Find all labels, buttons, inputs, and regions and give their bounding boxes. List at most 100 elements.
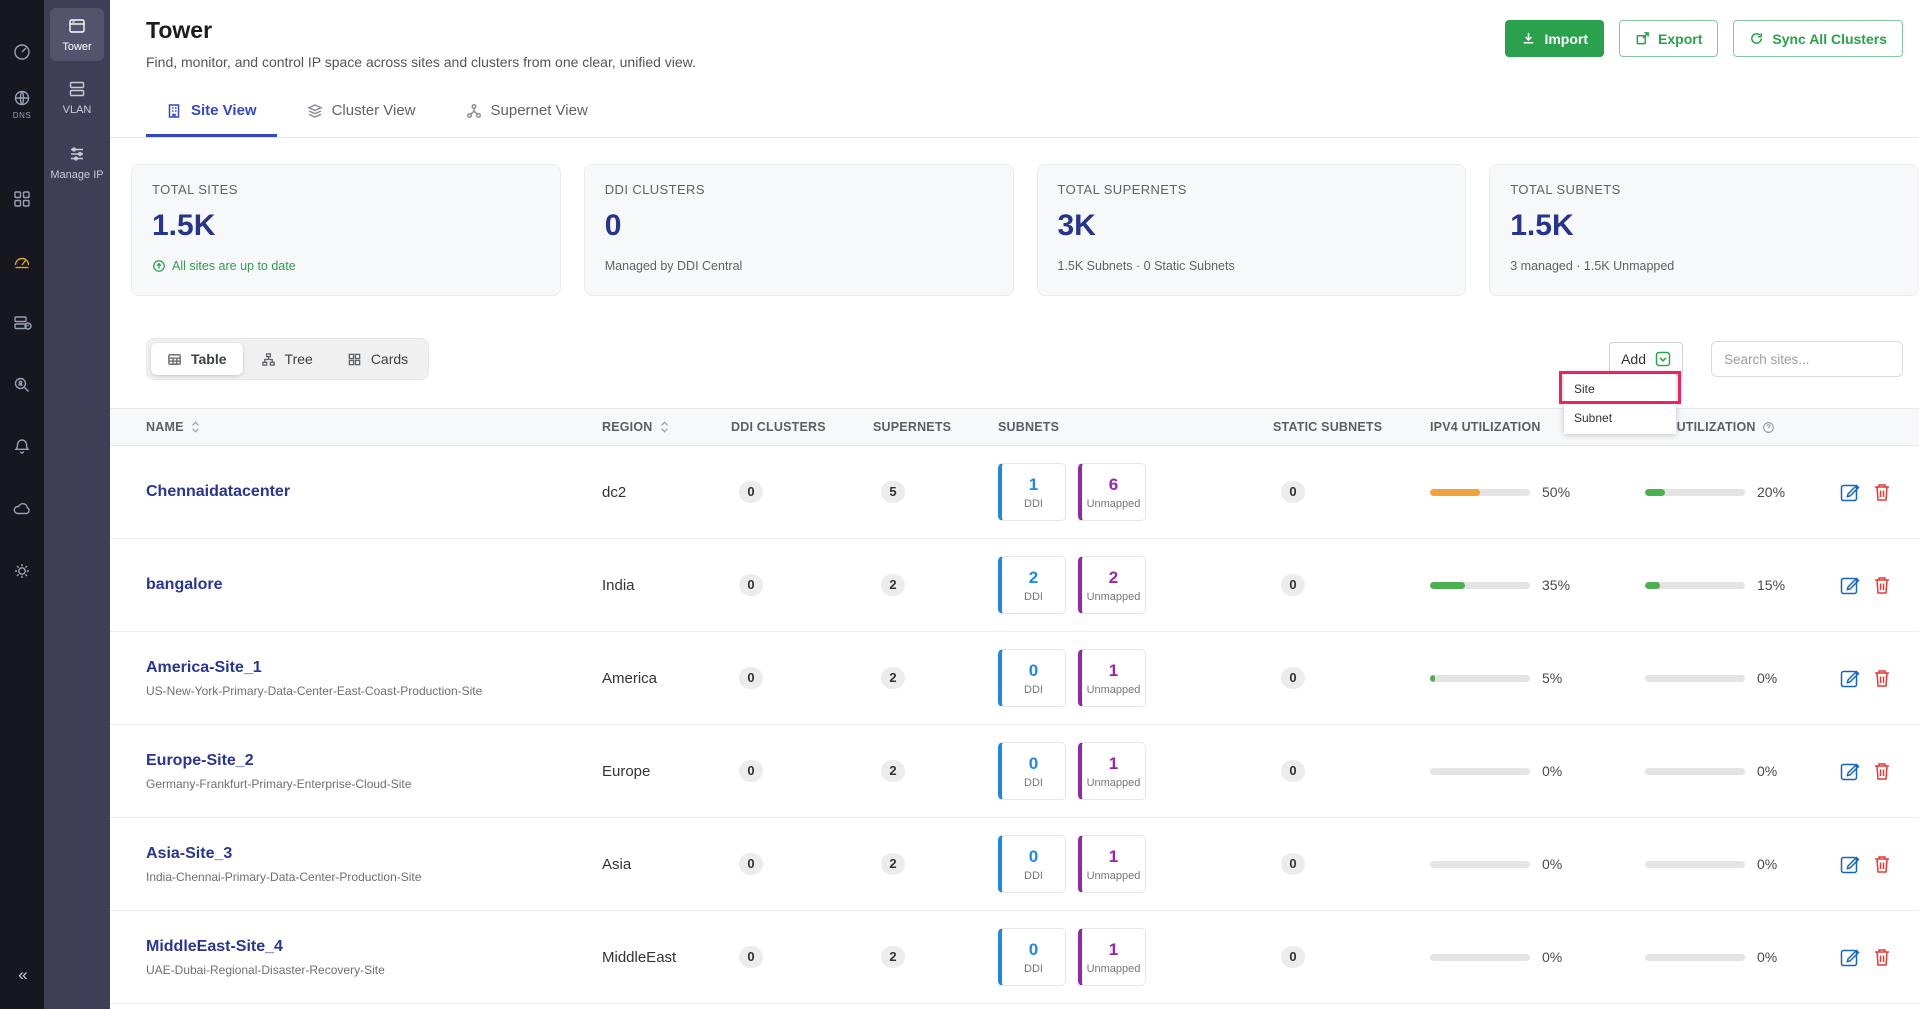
view-cards-button[interactable]: Cards bbox=[331, 343, 424, 375]
edit-button[interactable] bbox=[1839, 946, 1861, 968]
region-cell: Europe bbox=[602, 762, 651, 780]
add-menu-item-subnet[interactable]: Subnet bbox=[1574, 410, 1613, 425]
delete-button[interactable] bbox=[1871, 946, 1893, 968]
icon-rail: DNS « bbox=[0, 0, 44, 1009]
region-cell: MiddleEast bbox=[602, 948, 677, 966]
modules-grid-icon[interactable] bbox=[0, 168, 44, 230]
table-body: Chennaidatacenter dc2 0 5 1 DDI 6 Unmapp… bbox=[110, 446, 1919, 1004]
add-menu-item-site[interactable]: Site bbox=[1574, 381, 1595, 396]
sidebar-item-vlan[interactable]: VLAN bbox=[44, 69, 110, 126]
page-title: Tower bbox=[146, 17, 213, 43]
audit-search-icon[interactable] bbox=[0, 354, 44, 416]
collapse-sidebar-chevrons[interactable]: « bbox=[18, 965, 27, 984]
tab-cluster-view[interactable]: Cluster View bbox=[287, 89, 436, 137]
edit-button[interactable] bbox=[1839, 481, 1861, 503]
view-label: Tree bbox=[284, 351, 313, 367]
subnets-cell: 1 DDI 6 Unmapped bbox=[998, 463, 1273, 521]
add-dropdown-menu: Site Subnet bbox=[1564, 372, 1676, 434]
name-cell: Chennaidatacenter bbox=[146, 483, 602, 501]
tab-supernet-view[interactable]: Supernet View bbox=[446, 89, 608, 137]
export-button[interactable]: Export bbox=[1619, 20, 1719, 57]
ddi-clusters-badge: 0 bbox=[739, 667, 763, 689]
ipv6-progress-bar bbox=[1645, 488, 1745, 496]
add-button[interactable]: Add bbox=[1609, 342, 1683, 376]
table-toolbar: Table Tree Cards Add bbox=[146, 336, 1903, 382]
supernet-view-icon bbox=[466, 103, 481, 118]
tower-window-icon bbox=[69, 19, 85, 33]
site-description: India-Chennai-Primary-Data-Center-Produc… bbox=[146, 869, 422, 884]
ipv6-percent: 0% bbox=[1757, 670, 1778, 686]
server-alert-icon[interactable] bbox=[0, 292, 44, 354]
dashboard-icon[interactable] bbox=[0, 26, 44, 78]
dns-icon[interactable]: DNS bbox=[0, 78, 44, 130]
subnet-unmapped-label: Unmapped bbox=[1086, 869, 1141, 882]
row-actions bbox=[1835, 853, 1903, 875]
ipv4-progress-bar bbox=[1430, 953, 1530, 961]
edit-button[interactable] bbox=[1839, 574, 1861, 596]
subnet-unmapped-box: 1 Unmapped bbox=[1078, 928, 1146, 986]
sidebar-item-label: Manage IP bbox=[50, 169, 104, 181]
site-name-link[interactable]: America-Site_1 bbox=[146, 658, 262, 676]
alerts-bell-icon[interactable] bbox=[0, 416, 44, 478]
site-name-link[interactable]: Europe-Site_2 bbox=[146, 751, 254, 769]
search-input[interactable] bbox=[1711, 341, 1903, 377]
delete-button[interactable] bbox=[1871, 667, 1893, 689]
site-name-link[interactable]: Asia-Site_3 bbox=[146, 844, 233, 862]
admin-gear-icon[interactable] bbox=[0, 540, 44, 602]
subnet-unmapped-box: 1 Unmapped bbox=[1078, 742, 1146, 800]
row-actions bbox=[1835, 574, 1903, 596]
region-cell: India bbox=[602, 576, 635, 594]
subnet-ddi-box: 0 DDI bbox=[998, 928, 1066, 986]
tab-site-view[interactable]: Site View bbox=[146, 89, 277, 137]
import-button[interactable]: Import bbox=[1505, 20, 1605, 57]
subnet-unmapped-count: 6 bbox=[1108, 474, 1119, 494]
site-name-link[interactable]: bangalore bbox=[146, 576, 223, 593]
static-subnets-badge: 0 bbox=[1281, 760, 1305, 782]
sidebar-item-manage-ip[interactable]: Manage IP bbox=[44, 134, 110, 191]
ddi-clusters-badge: 0 bbox=[739, 946, 763, 968]
ipv6-percent: 15% bbox=[1757, 577, 1786, 593]
delete-button[interactable] bbox=[1871, 574, 1893, 596]
subnet-unmapped-count: 2 bbox=[1108, 567, 1119, 587]
row-actions bbox=[1835, 667, 1903, 689]
name-cell: Asia-Site_3 India-Chennai-Primary-Data-C… bbox=[146, 845, 602, 884]
subnet-ddi-label: DDI bbox=[1024, 776, 1043, 789]
subnet-ddi-count: 2 bbox=[1028, 567, 1039, 587]
supernets-badge: 2 bbox=[881, 853, 905, 875]
header-name[interactable]: NAME bbox=[146, 420, 602, 434]
header-region[interactable]: REGION bbox=[602, 420, 731, 434]
region-cell: America bbox=[602, 669, 658, 687]
subnets-cell: 0 DDI 1 Unmapped bbox=[998, 835, 1273, 893]
table-row: Asia-Site_3 India-Chennai-Primary-Data-C… bbox=[110, 818, 1919, 911]
table-row: Europe-Site_2 Germany-Frankfurt-Primary-… bbox=[110, 725, 1919, 818]
reports-cloud-icon[interactable] bbox=[0, 478, 44, 540]
view-tree-button[interactable]: Tree bbox=[245, 343, 329, 375]
info-icon[interactable] bbox=[1762, 421, 1775, 434]
delete-button[interactable] bbox=[1871, 481, 1893, 503]
sidebar-item-tower[interactable]: Tower bbox=[50, 8, 104, 61]
module-sidebar: Tower VLAN Manage IP bbox=[44, 0, 110, 1009]
sync-all-clusters-button[interactable]: Sync All Clusters bbox=[1733, 20, 1903, 57]
stat-card-total-subnets: TOTAL SUBNETS 1.5K 3 managed · 1.5K Unma… bbox=[1489, 164, 1919, 296]
subnet-ddi-count: 0 bbox=[1028, 846, 1039, 866]
view-tabs: Site View Cluster View Supernet View bbox=[110, 77, 1919, 138]
subnet-ddi-box: 0 DDI bbox=[998, 742, 1066, 800]
site-name-link[interactable]: Chennaidatacenter bbox=[146, 483, 291, 500]
ipv4-progress-bar bbox=[1430, 767, 1530, 775]
edit-button[interactable] bbox=[1839, 853, 1861, 875]
ipv4-utilization-cell: 50% bbox=[1430, 484, 1645, 500]
site-name-link[interactable]: MiddleEast-Site_4 bbox=[146, 937, 283, 955]
site-view-icon bbox=[168, 103, 180, 118]
stat-subtext: All sites are up to date bbox=[172, 259, 296, 273]
edit-button[interactable] bbox=[1839, 760, 1861, 782]
delete-button[interactable] bbox=[1871, 853, 1893, 875]
edit-button[interactable] bbox=[1839, 667, 1861, 689]
subnet-unmapped-box: 1 Unmapped bbox=[1078, 835, 1146, 893]
header-static-subnets: STATIC SUBNETS bbox=[1273, 420, 1383, 434]
site-description: Germany-Frankfurt-Primary-Enterprise-Clo… bbox=[146, 776, 412, 791]
subnet-unmapped-box: 6 Unmapped bbox=[1078, 463, 1146, 521]
add-chevron-down-icon bbox=[1655, 351, 1671, 367]
ipam-gauge-icon[interactable] bbox=[0, 230, 44, 292]
view-table-button[interactable]: Table bbox=[151, 343, 243, 375]
delete-button[interactable] bbox=[1871, 760, 1893, 782]
